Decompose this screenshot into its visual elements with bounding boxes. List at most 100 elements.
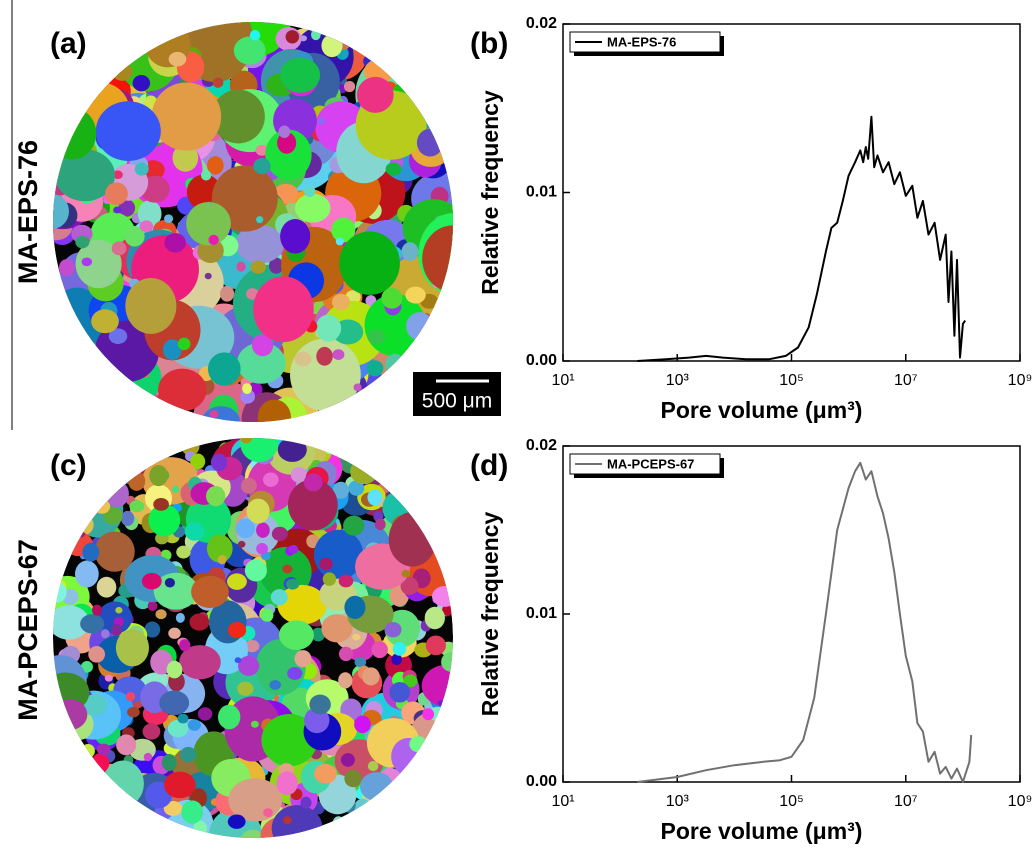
pore — [242, 383, 252, 394]
pore — [101, 629, 110, 639]
pore — [116, 734, 137, 756]
pore — [197, 707, 213, 721]
pore — [271, 526, 288, 542]
pore — [88, 646, 106, 663]
pore — [354, 715, 371, 734]
y-tick-label: 0.00 — [526, 352, 557, 369]
pore — [167, 719, 189, 738]
pore — [206, 534, 233, 563]
sample-label: MA-PCEPS-67 — [13, 539, 43, 721]
pore — [332, 816, 345, 830]
pore — [422, 708, 435, 721]
pore — [311, 29, 321, 41]
pore — [179, 639, 191, 652]
pore — [256, 522, 270, 538]
pore — [75, 235, 90, 249]
x-tick-label: 10¹ — [551, 793, 574, 810]
pore — [230, 837, 242, 838]
pore — [257, 399, 291, 422]
pore — [53, 581, 67, 603]
pore — [403, 674, 418, 688]
legend-label: MA-PCEPS-67 — [607, 456, 694, 471]
pore — [115, 629, 150, 667]
pore — [82, 542, 100, 562]
pore — [303, 473, 323, 492]
pore — [91, 309, 119, 334]
pore — [251, 334, 274, 357]
pore — [97, 601, 133, 634]
x-tick-label: 10⁵ — [779, 372, 803, 389]
pore — [260, 608, 274, 622]
pore — [94, 531, 135, 572]
pore — [58, 259, 75, 277]
pore — [268, 257, 284, 274]
pore — [401, 569, 411, 578]
pore — [164, 233, 186, 253]
pore — [53, 699, 88, 730]
pore — [115, 606, 123, 614]
pore — [338, 672, 353, 689]
pore — [200, 169, 212, 181]
pore — [111, 241, 127, 256]
pore — [121, 510, 135, 527]
pore — [141, 572, 162, 590]
pore — [96, 743, 111, 756]
pore — [374, 518, 386, 531]
pore — [287, 479, 338, 531]
pore — [253, 158, 271, 175]
pore — [276, 771, 298, 796]
pore — [186, 201, 231, 246]
panel-label: (d) — [470, 449, 508, 482]
pore — [217, 554, 227, 565]
pore — [240, 477, 257, 494]
pore — [331, 217, 356, 243]
pore — [244, 639, 260, 653]
pore — [389, 681, 411, 703]
pore — [353, 383, 362, 392]
x-tick-label: 10⁹ — [1008, 793, 1033, 810]
pore — [168, 627, 181, 639]
x-tick-label: 10⁷ — [894, 372, 918, 389]
pore — [303, 184, 316, 198]
pore — [111, 623, 123, 637]
pore — [164, 578, 175, 588]
pore — [262, 472, 279, 487]
pore — [244, 559, 267, 582]
pore — [271, 805, 323, 838]
pore — [53, 107, 97, 160]
legend-label: MA-EPS-76 — [607, 34, 676, 49]
pore — [118, 199, 136, 217]
pore — [237, 540, 246, 548]
pore — [362, 667, 380, 686]
pore — [437, 700, 446, 707]
pore — [103, 507, 123, 525]
pore — [285, 578, 300, 590]
pore — [204, 272, 212, 280]
pore — [287, 666, 303, 680]
x-tick-label: 10⁵ — [779, 793, 803, 810]
pore — [124, 225, 145, 247]
pore — [80, 614, 105, 634]
pore — [285, 30, 300, 44]
pore — [246, 498, 270, 524]
pore — [125, 691, 136, 702]
pore — [300, 796, 312, 809]
pore — [161, 754, 177, 771]
y-tick-label: 0.00 — [526, 773, 557, 790]
pore — [384, 621, 402, 638]
pore — [233, 36, 266, 65]
y-tick-label: 0.01 — [526, 184, 557, 201]
pore — [240, 389, 256, 404]
pore — [240, 829, 265, 838]
pore — [253, 276, 314, 343]
pore — [282, 564, 293, 574]
pore — [256, 216, 264, 224]
pore — [175, 612, 185, 623]
y-axis-label: Relative frequency — [477, 90, 503, 295]
scale-bar-label: 500 μm — [422, 390, 492, 413]
pore — [432, 585, 453, 607]
pore — [344, 769, 362, 788]
pore — [367, 760, 379, 772]
pore — [102, 760, 144, 807]
pore — [238, 655, 260, 676]
